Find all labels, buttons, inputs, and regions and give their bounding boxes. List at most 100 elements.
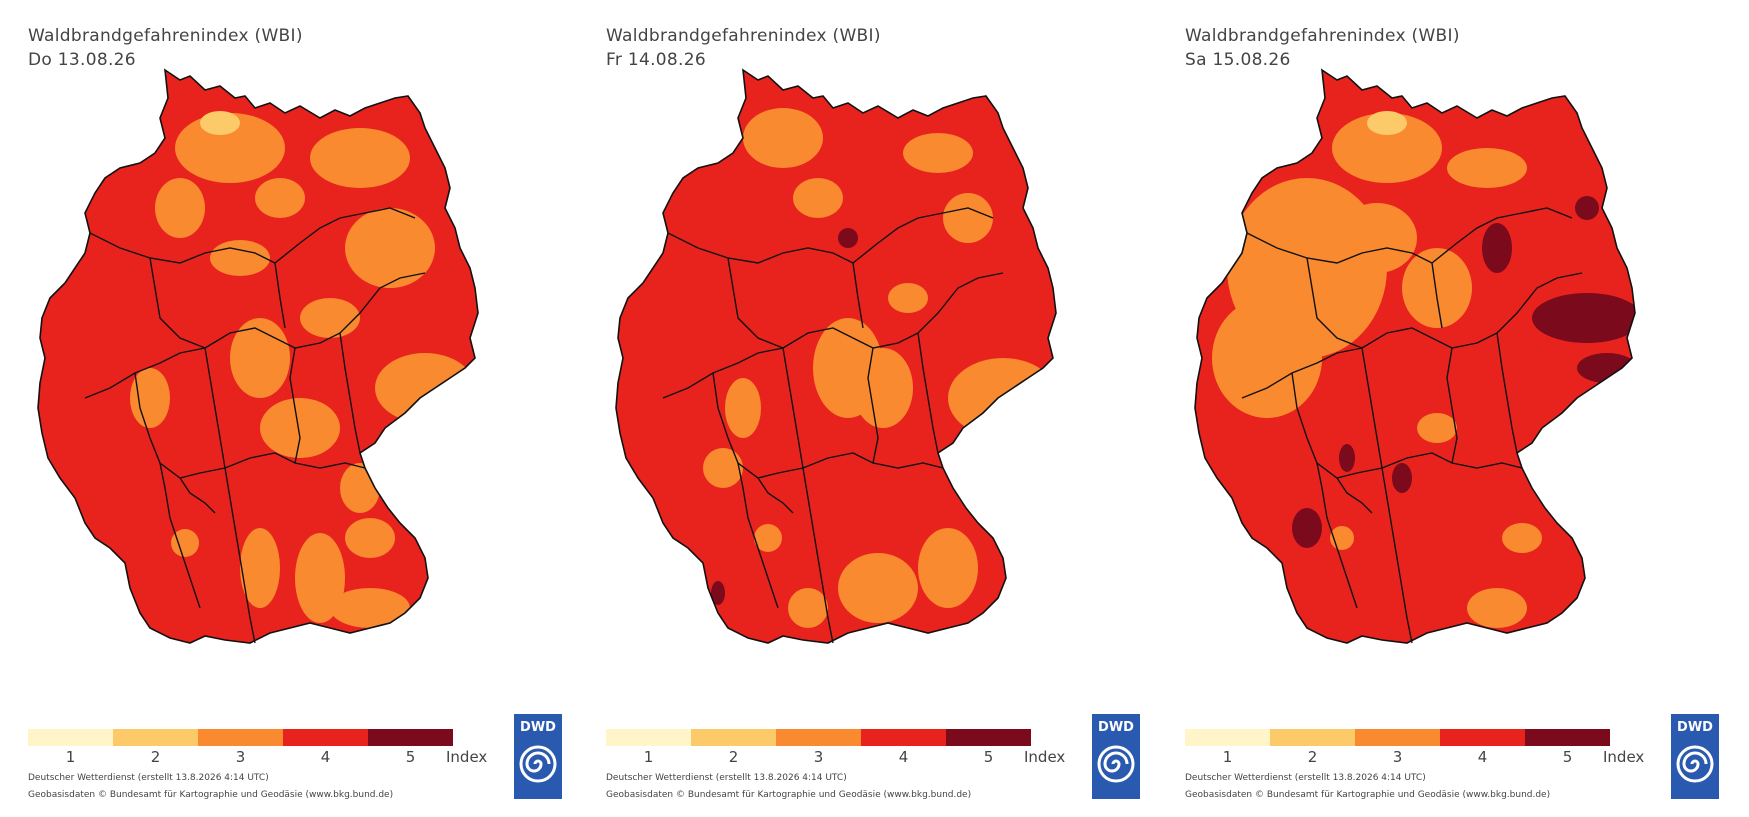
state-border	[224, 467, 256, 644]
danger-zone-level-3	[130, 368, 170, 428]
state-border	[802, 467, 834, 644]
credit-line: Geobasisdaten © Bundesamt für Kartograph…	[606, 790, 972, 800]
legend-label: 2	[1307, 748, 1318, 766]
danger-zone-level-3	[918, 528, 978, 608]
danger-zone-level-3	[295, 533, 345, 623]
legend-unit: Index	[1603, 748, 1645, 766]
state-border	[727, 257, 784, 349]
state-border	[1361, 327, 1498, 349]
legend-swatch-4	[861, 729, 946, 746]
state-border	[1431, 207, 1573, 264]
legend-swatch-1	[28, 729, 113, 746]
danger-zone-level-5	[1575, 196, 1599, 220]
state-border	[1336, 477, 1373, 514]
wbi-panel-day2: Waldbrandgefahrenindex (WBI) Fr 14.08.26…	[578, 0, 1158, 817]
state-border	[1241, 347, 1363, 399]
danger-zone-level-3	[300, 298, 360, 338]
danger-zone-level-3	[754, 524, 782, 552]
state-border	[782, 347, 804, 469]
germany-fire-danger-map	[37, 68, 479, 644]
legend-label: 3	[235, 748, 246, 766]
legend-label: 5	[1562, 748, 1573, 766]
credit-line: Deutscher Wetterdienst (erstellt 13.8.20…	[606, 773, 847, 783]
danger-zone-level-3	[255, 178, 305, 218]
legend-color-bar	[606, 729, 1031, 746]
state-border	[867, 347, 879, 464]
danger-zone-level-3	[310, 128, 410, 188]
legend-color-bar	[1185, 729, 1610, 746]
legend-label: 4	[320, 748, 331, 766]
legend-swatch-5	[946, 729, 1031, 746]
danger-zone-level-3	[345, 208, 435, 288]
danger-zone-level-3	[1502, 523, 1542, 553]
state-border	[1431, 262, 1443, 329]
danger-zone-level-3	[725, 378, 761, 438]
danger-zone-level-3	[943, 193, 993, 243]
danger-zones	[1212, 111, 1635, 628]
danger-zone-level-3	[888, 283, 928, 313]
legend-swatch-4	[283, 729, 368, 746]
legend-color-bar	[28, 729, 453, 746]
panel-date: Do 13.08.26	[28, 50, 136, 70]
danger-zone-level-3	[793, 178, 843, 218]
danger-zone-level-3	[375, 353, 475, 423]
credit-line: Geobasisdaten © Bundesamt für Kartograph…	[28, 790, 394, 800]
danger-zone-level-3	[330, 588, 410, 628]
danger-zone-level-3	[853, 348, 913, 428]
danger-zone-level-2	[1367, 111, 1407, 135]
danger-zone-level-3	[345, 518, 395, 558]
state-border	[757, 477, 794, 514]
state-border	[1496, 332, 1518, 454]
legend-unit: Index	[446, 748, 488, 766]
danger-zone-level-3	[1337, 203, 1417, 273]
legend-label: 5	[983, 748, 994, 766]
state-border	[204, 327, 341, 349]
danger-zone-level-3	[788, 588, 828, 628]
dwd-logo-text: DWD	[1677, 720, 1713, 735]
legend-swatch-4	[1440, 729, 1525, 746]
country-border	[615, 68, 1057, 644]
germany-fire-danger-map	[1194, 68, 1636, 644]
dwd-logo-text: DWD	[520, 720, 556, 735]
legend-swatch-2	[113, 729, 198, 746]
danger-zone-level-3	[1332, 113, 1442, 183]
wbi-panel-day3: Waldbrandgefahrenindex (WBI) Sa 15.08.26…	[1157, 0, 1737, 817]
panel-title: Waldbrandgefahrenindex (WBI)	[606, 26, 881, 46]
legend-swatch-2	[691, 729, 776, 746]
danger-zone-level-3	[1212, 298, 1322, 418]
state-border	[339, 332, 361, 454]
danger-zone-level-3	[175, 113, 285, 183]
credit-line: Deutscher Wetterdienst (erstellt 13.8.20…	[28, 773, 269, 783]
legend-swatch-2	[1270, 729, 1355, 746]
state-border	[149, 257, 206, 349]
danger-zone-level-5	[1482, 223, 1512, 273]
legend-label: 4	[898, 748, 909, 766]
state-border	[667, 232, 854, 264]
dwd-logo: DWD	[1671, 714, 1719, 799]
danger-zone-level-3	[1417, 413, 1457, 443]
legend-label: 3	[1392, 748, 1403, 766]
danger-zone-level-3	[1467, 588, 1527, 628]
danger-zone-level-5	[1339, 444, 1355, 472]
state-border	[89, 232, 276, 264]
state-border	[737, 462, 779, 609]
danger-zone-level-3	[340, 463, 380, 513]
state-border	[917, 332, 939, 454]
danger-zones	[130, 111, 475, 628]
legend-swatch-3	[198, 729, 283, 746]
danger-zone-level-2	[200, 111, 240, 135]
state-border	[1381, 467, 1413, 644]
credit-line: Geobasisdaten © Bundesamt für Kartograph…	[1185, 790, 1551, 800]
danger-zone-level-5	[1532, 293, 1635, 343]
state-border	[339, 272, 426, 334]
legend-swatch-5	[368, 729, 453, 746]
danger-zone-level-5	[1292, 508, 1322, 548]
state-border	[1496, 272, 1583, 334]
legend-label: 3	[813, 748, 824, 766]
legend-swatch-3	[776, 729, 861, 746]
state-border	[662, 347, 784, 399]
danger-zone-level-3	[838, 553, 918, 623]
state-border	[274, 207, 416, 264]
legend-label: 1	[643, 748, 654, 766]
state-border	[204, 347, 226, 469]
